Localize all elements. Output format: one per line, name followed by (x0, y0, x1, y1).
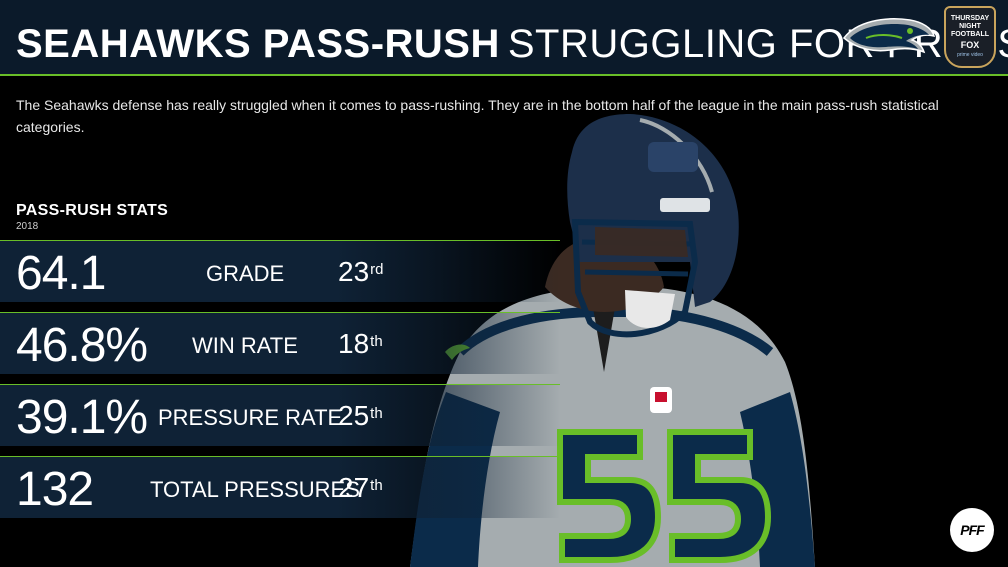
stat-value: 39.1% (16, 391, 148, 444)
stat-value: 64.1 (16, 247, 106, 300)
title-bold: SEAHAWKS PASS-RUSH (16, 22, 500, 66)
stat-value: 46.8% (16, 319, 148, 372)
stat-rank-number: 25 (338, 400, 370, 431)
thursday-night-football-logo: THURSDAY NIGHT FOOTBALL FOX prime video (944, 6, 996, 68)
stat-row-pressure-rate: 39.1% PRESSURE RATE 25th (0, 384, 560, 446)
stat-row-total-pressures: 132 TOTAL PRESSURES 27th (0, 456, 560, 518)
stat-rank: 25th (338, 401, 383, 431)
tnf-line-3: FOOTBALL (950, 31, 990, 38)
tnf-line-4: FOX (960, 40, 980, 50)
tnf-line-5: prime video (957, 52, 983, 58)
stat-rank-number: 18 (338, 328, 370, 359)
stat-rank-number: 23 (338, 256, 370, 287)
stat-row-win-rate: 46.8% WIN RATE 18th (0, 312, 560, 374)
stat-rank-suffix: rd (370, 261, 384, 278)
stat-rank-suffix: th (370, 333, 383, 350)
stat-label: GRADE (206, 261, 285, 286)
stat-rank: 23rd (338, 257, 384, 287)
stat-rank: 18th (338, 329, 383, 359)
tnf-line-2: NIGHT (959, 23, 981, 30)
stat-label: WIN RATE (192, 333, 298, 358)
section-subtitle: 2018 (16, 221, 39, 232)
tnf-line-1: THURSDAY (950, 15, 990, 22)
seahawks-logo-icon (842, 18, 936, 54)
description-text: The Seahawks defense has really struggle… (16, 97, 939, 135)
stat-rank-suffix: th (370, 477, 383, 494)
stat-row-grade: 64.1 GRADE 23rd (0, 240, 560, 302)
stat-label: TOTAL PRESSURES (150, 477, 360, 502)
stat-rank-number: 27 (338, 472, 370, 503)
stat-value: 132 (16, 463, 94, 516)
stat-rank-suffix: th (370, 405, 383, 422)
stat-rank: 27th (338, 473, 383, 503)
pff-logo: PFF (950, 508, 994, 552)
stat-label: PRESSURE RATE (158, 405, 343, 430)
section-title: PASS-RUSH STATS (16, 202, 169, 219)
